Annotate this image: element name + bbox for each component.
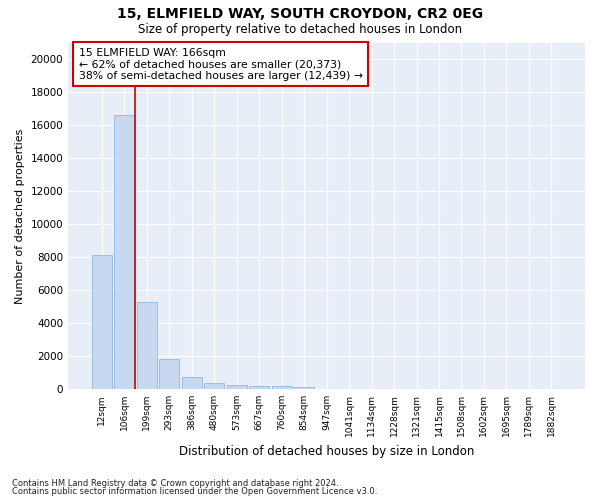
Y-axis label: Number of detached properties: Number of detached properties	[15, 128, 25, 304]
Text: 15 ELMFIELD WAY: 166sqm
← 62% of detached houses are smaller (20,373)
38% of sem: 15 ELMFIELD WAY: 166sqm ← 62% of detache…	[79, 48, 362, 81]
Bar	[294, 387, 314, 389]
X-axis label: Distribution of detached houses by size in London: Distribution of detached houses by size …	[179, 444, 474, 458]
Bar	[249, 386, 269, 389]
Bar	[92, 256, 112, 389]
Bar	[227, 384, 247, 389]
Bar	[137, 302, 157, 389]
Text: Contains public sector information licensed under the Open Government Licence v3: Contains public sector information licen…	[12, 487, 377, 496]
Bar	[272, 386, 292, 389]
Bar	[114, 115, 134, 389]
Text: Size of property relative to detached houses in London: Size of property relative to detached ho…	[138, 22, 462, 36]
Bar	[182, 377, 202, 389]
Bar	[159, 358, 179, 389]
Bar	[204, 383, 224, 389]
Text: Contains HM Land Registry data © Crown copyright and database right 2024.: Contains HM Land Registry data © Crown c…	[12, 478, 338, 488]
Text: 15, ELMFIELD WAY, SOUTH CROYDON, CR2 0EG: 15, ELMFIELD WAY, SOUTH CROYDON, CR2 0EG	[117, 8, 483, 22]
